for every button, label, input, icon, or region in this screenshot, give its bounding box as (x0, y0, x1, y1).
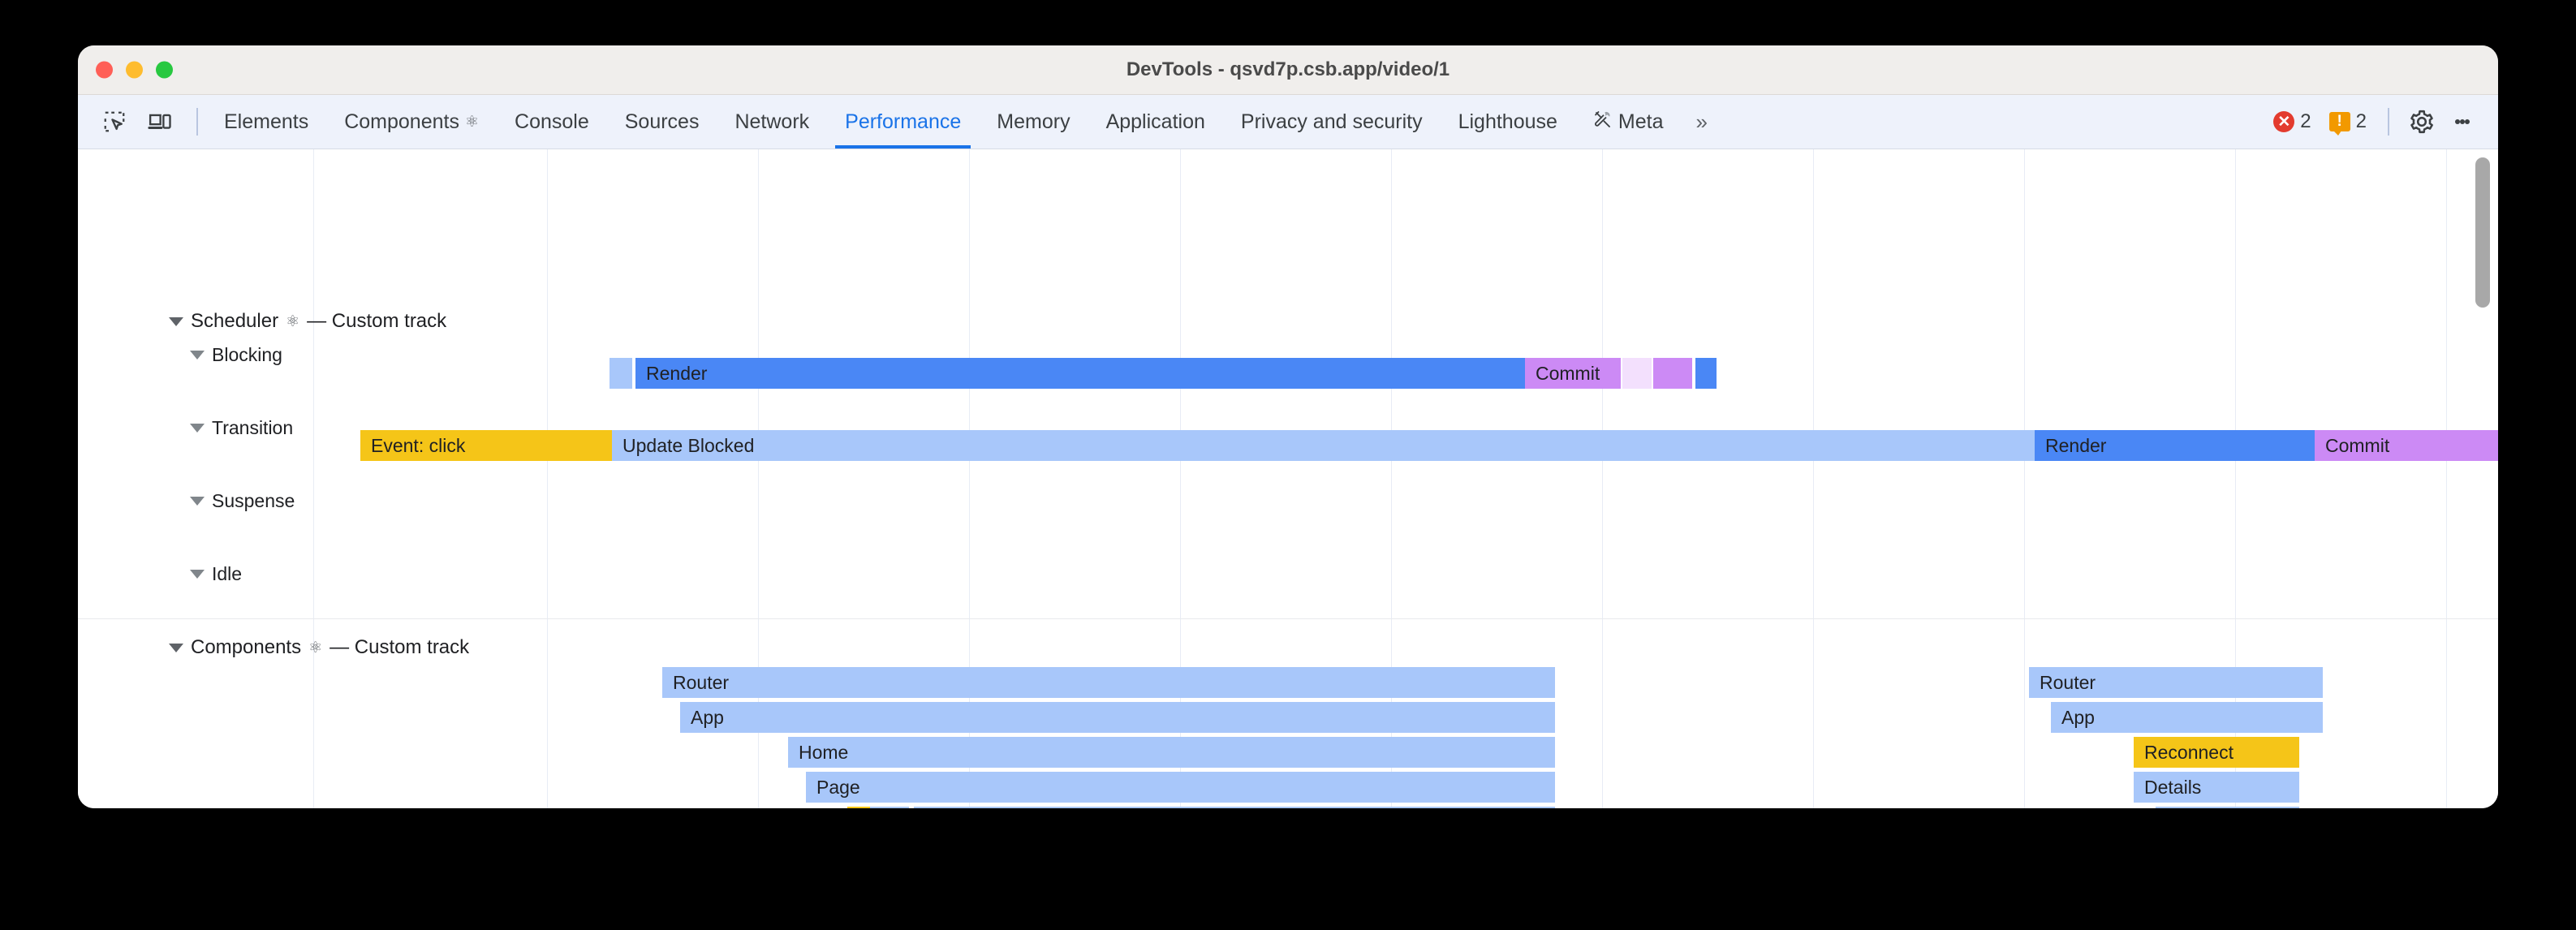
gridline-9 (2446, 149, 2447, 808)
flame-bar[interactable]: Render (635, 358, 1525, 389)
maximize-button[interactable] (156, 61, 173, 79)
error-icon: ✕ (2273, 111, 2295, 132)
more-tabs-icon[interactable]: » (1695, 109, 1708, 134)
vertical-scrollbar[interactable] (2475, 157, 2490, 308)
chevron-down-icon[interactable] (190, 497, 205, 506)
flame-bar[interactable]: SearchList (914, 807, 1555, 808)
tab-network[interactable]: Network (734, 110, 810, 133)
flame-bar[interactable]: Commit (1525, 358, 1621, 389)
chevron-down-icon[interactable] (169, 316, 183, 326)
flame-bar[interactable] (1653, 358, 1692, 389)
flame-bar[interactable]: Router (662, 667, 1555, 698)
traffic-lights (96, 61, 173, 79)
tab-meta[interactable]: Meta (1575, 95, 1682, 149)
flame-bar[interactable]: App (680, 702, 1555, 733)
toolbar-divider-right (2388, 108, 2389, 136)
tab-sources[interactable]: Sources (624, 110, 700, 133)
subtrack-blocking-label: Blocking (212, 344, 282, 365)
flame-bar[interactable]: Reconnect (2134, 737, 2299, 768)
inspect-element-icon[interactable] (97, 105, 131, 139)
window-title: DevTools - qsvd7p.csb.app/video/1 (1126, 58, 1450, 80)
window-titlebar: DevTools - qsvd7p.csb.app/video/1 (78, 45, 2498, 95)
flame-bar[interactable] (847, 807, 870, 808)
subtrack-suspense-label: Suspense (212, 490, 295, 511)
flame-bar[interactable] (610, 358, 632, 389)
subtrack-transition-label: Transition (212, 417, 294, 438)
flame-bar[interactable]: App (2051, 702, 2323, 733)
tab-elements[interactable]: Elements (224, 110, 309, 133)
chevron-down-icon[interactable] (190, 424, 205, 433)
chevron-down-icon[interactable] (169, 643, 183, 652)
gridline-6 (1813, 149, 1814, 808)
gridline-7 (2024, 149, 2025, 808)
flame-bar[interactable] (1969, 430, 1992, 461)
tab-privacy-and-security[interactable]: Privacy and security (1240, 110, 1423, 133)
error-count: 2 (2300, 110, 2311, 132)
flame-bar[interactable] (870, 807, 909, 808)
tab-performance[interactable]: Performance (827, 95, 979, 149)
track-label-divider (313, 149, 314, 808)
devtools-toolbar: Elements Components ⚛ Console Sources Net… (78, 95, 2498, 149)
minimize-button[interactable] (126, 61, 143, 79)
track-group-scheduler-label: Scheduler (191, 310, 279, 332)
tab-memory[interactable]: Memory (997, 110, 1070, 133)
toolbar-divider (196, 108, 198, 136)
flame-bar[interactable]: Event: click (360, 430, 612, 461)
atom-icon: ⚛ (286, 312, 300, 330)
toolbar-icon-group (78, 105, 206, 139)
tab-components[interactable]: Components ⚛ (326, 95, 497, 149)
warning-icon: ! (2328, 112, 2350, 136)
performance-flamechart[interactable]: Scheduler ⚛ — Custom track Blocking Tran… (78, 149, 2498, 808)
gridline-5 (1602, 149, 1603, 808)
tab-meta-label: Meta (1618, 110, 1664, 133)
tab-application[interactable]: Application (1105, 110, 1205, 133)
flame-bar[interactable] (1695, 358, 1717, 389)
devtools-window: DevTools - qsvd7p.csb.app/video/1 Elemen… (78, 45, 2498, 808)
tab-console[interactable]: Console (515, 110, 589, 133)
tab-components-label: Components (344, 110, 459, 133)
flame-bar[interactable]: Render (2035, 430, 2315, 461)
flame-bar[interactable]: Details (2134, 772, 2299, 803)
device-toolbar-icon[interactable] (143, 105, 177, 139)
warning-badge[interactable]: ! 2 (2323, 110, 2373, 136)
subtrack-idle-label: Idle (212, 563, 243, 584)
track-group-scheduler[interactable]: Scheduler ⚛ — Custom track (169, 310, 446, 333)
toolbar-right-group: ✕ 2 ! 2 (2267, 104, 2498, 140)
more-options-kebab-icon[interactable] (2445, 104, 2480, 140)
track-divider (78, 618, 2498, 619)
tools-icon (1593, 110, 1613, 135)
flame-bar[interactable]: Commit (2315, 430, 2498, 461)
track-group-scheduler-suffix: — Custom track (307, 310, 447, 332)
close-button[interactable] (96, 61, 113, 79)
settings-gear-icon[interactable] (2404, 104, 2440, 140)
chevron-down-icon[interactable] (190, 351, 205, 360)
error-badge[interactable]: ✕ 2 (2267, 110, 2317, 133)
gridline-0 (547, 149, 548, 808)
flame-bar[interactable]: Update Blocked (612, 430, 2035, 461)
track-group-components-label: Components (191, 636, 302, 658)
subtrack-transition[interactable]: Transition (190, 417, 293, 439)
subtrack-idle[interactable]: Idle (190, 563, 242, 585)
subtrack-suspense[interactable]: Suspense (190, 490, 295, 512)
atom-icon: ⚛ (308, 639, 323, 657)
track-group-components[interactable]: Components ⚛ — Custom track (169, 636, 469, 659)
track-group-components-suffix: — Custom track (330, 636, 470, 658)
tab-lighthouse[interactable]: Lighthouse (1458, 110, 1557, 133)
flame-bar[interactable]: Router (2029, 667, 2323, 698)
subtrack-blocking[interactable]: Blocking (190, 344, 282, 366)
warning-count: 2 (2355, 110, 2367, 132)
flame-bar[interactable] (1622, 358, 1652, 389)
flame-bar[interactable]: Page (2156, 807, 2299, 808)
atom-icon: ⚛ (464, 113, 480, 131)
flame-bar[interactable]: Page (806, 772, 1555, 803)
panel-tabs: Elements Components ⚛ Console Sources Net… (206, 95, 1722, 149)
chevron-down-icon[interactable] (190, 570, 205, 579)
flame-bar[interactable]: Home (788, 737, 1555, 768)
